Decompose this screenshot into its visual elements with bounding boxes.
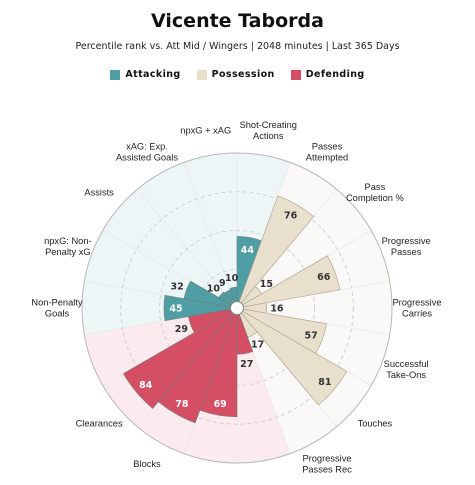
bar-value-label: 29 [175, 324, 188, 335]
category-label: Pass Completion % [346, 182, 404, 203]
legend-swatch-possession [196, 69, 207, 80]
category-label: xAG: Exp. Assisted Goals [116, 142, 178, 163]
legend-swatch-attacking [110, 69, 121, 80]
bar-value-label: 57 [305, 330, 318, 341]
center-circle [230, 301, 244, 315]
bar-value-label: 81 [318, 377, 331, 388]
legend-item-defending: Defending [290, 69, 365, 80]
chart-title: Vicente Taborda [151, 10, 324, 32]
bar-value-label: 45 [169, 304, 182, 315]
category-label: Touches [358, 419, 393, 429]
bar-value-label: 17 [251, 339, 264, 350]
chart-subtitle: Percentile rank vs. Att Mid / Wingers | … [75, 41, 400, 52]
bar-value-label: 10 [207, 284, 221, 295]
legend-item-attacking: Attacking [110, 69, 180, 80]
bar-value-label: 32 [171, 282, 184, 293]
legend-label-attacking: Attacking [125, 69, 181, 80]
category-label: Progressive Passes [382, 236, 431, 257]
outer-ring [81, 152, 393, 464]
legend-label-defending: Defending [305, 69, 365, 80]
grid-ring [120, 191, 354, 425]
bar-value-label: 84 [139, 380, 153, 391]
legend-item-possession: Possession [196, 69, 275, 80]
category-label: Progressive Passes Rec [302, 453, 352, 474]
legend: Attacking Possession Defending [0, 69, 475, 80]
category-label: Non-Penalty Goals [31, 298, 83, 319]
bar-value-label: 16 [270, 304, 284, 315]
bar-value-label: 78 [175, 399, 189, 410]
legend-label-possession: Possession [211, 69, 275, 80]
legend-swatch-defending [290, 69, 301, 80]
bar-value-label: 27 [240, 359, 253, 370]
category-label: Shot-Creating Actions [240, 120, 297, 141]
bar-value-label: 69 [214, 399, 227, 410]
bar-value-label: 76 [284, 211, 298, 222]
bar-value-label: 66 [317, 272, 331, 283]
category-label: Passes Attempted [306, 142, 348, 163]
category-label: Assists [84, 187, 114, 197]
category-label: Progressive Carries [392, 298, 441, 319]
category-label: Successful Take-Ons [384, 359, 429, 380]
category-label: Clearances [76, 419, 123, 429]
category-label: npxG + xAG [180, 126, 231, 136]
category-label: npxG: Non-Penalty xG [44, 236, 92, 257]
category-label: Blocks [133, 459, 161, 469]
bar-value-label: 10 [225, 273, 239, 284]
bar-value-label: 9 [219, 278, 226, 289]
bar-value-label: 15 [260, 279, 273, 290]
bar-value-label: 44 [241, 245, 255, 256]
